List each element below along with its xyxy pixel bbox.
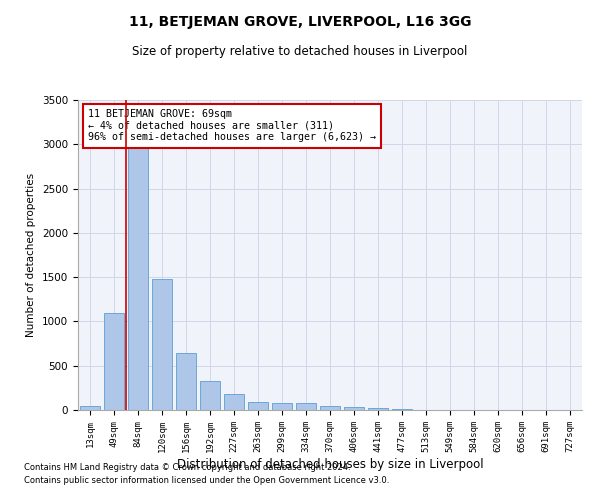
Text: Contains public sector information licensed under the Open Government Licence v3: Contains public sector information licen… <box>24 476 389 485</box>
Bar <box>224 394 244 410</box>
Bar <box>320 406 340 410</box>
Bar <box>80 406 100 410</box>
Bar <box>296 403 316 410</box>
Bar <box>104 312 124 410</box>
Bar <box>272 403 292 410</box>
Bar <box>344 407 364 410</box>
Bar <box>368 408 388 410</box>
Bar <box>248 402 268 410</box>
Text: Contains HM Land Registry data © Crown copyright and database right 2024.: Contains HM Land Registry data © Crown c… <box>24 462 350 471</box>
Text: 11, BETJEMAN GROVE, LIVERPOOL, L16 3GG: 11, BETJEMAN GROVE, LIVERPOOL, L16 3GG <box>129 15 471 29</box>
Bar <box>176 354 196 410</box>
Bar <box>128 144 148 410</box>
Y-axis label: Number of detached properties: Number of detached properties <box>26 173 37 337</box>
Text: 11 BETJEMAN GROVE: 69sqm
← 4% of detached houses are smaller (311)
96% of semi-d: 11 BETJEMAN GROVE: 69sqm ← 4% of detache… <box>88 110 376 142</box>
Bar <box>152 279 172 410</box>
Bar <box>200 381 220 410</box>
Text: Size of property relative to detached houses in Liverpool: Size of property relative to detached ho… <box>133 45 467 58</box>
Bar <box>392 409 412 410</box>
X-axis label: Distribution of detached houses by size in Liverpool: Distribution of detached houses by size … <box>176 458 484 470</box>
